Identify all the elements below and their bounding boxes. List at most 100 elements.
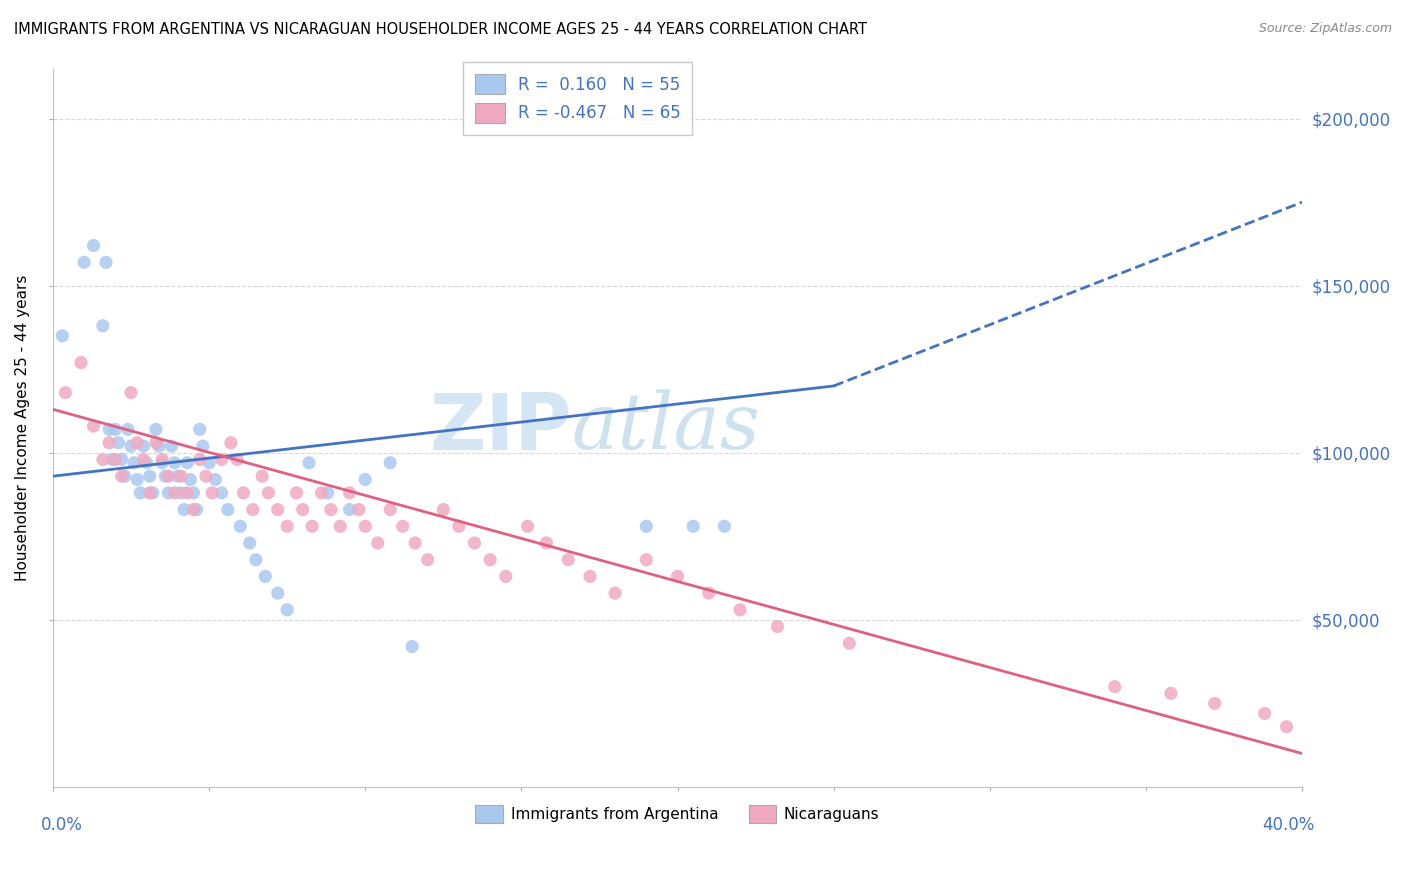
Point bbox=[111, 452, 134, 467]
Point bbox=[155, 469, 177, 483]
Point bbox=[242, 502, 264, 516]
Point bbox=[354, 473, 377, 487]
Point bbox=[142, 486, 165, 500]
Point bbox=[1275, 720, 1298, 734]
Point bbox=[579, 569, 602, 583]
Point bbox=[127, 435, 149, 450]
Point bbox=[188, 422, 211, 436]
Point bbox=[98, 422, 121, 436]
Point bbox=[183, 502, 205, 516]
Point bbox=[186, 502, 208, 516]
Point bbox=[157, 469, 180, 483]
Point bbox=[122, 456, 145, 470]
Point bbox=[495, 569, 517, 583]
Point bbox=[211, 452, 233, 467]
Point bbox=[104, 422, 127, 436]
Point bbox=[239, 536, 262, 550]
Point bbox=[416, 552, 439, 566]
Point bbox=[250, 469, 273, 483]
Text: IMMIGRANTS FROM ARGENTINA VS NICARAGUAN HOUSEHOLDER INCOME AGES 25 - 44 YEARS CO: IMMIGRANTS FROM ARGENTINA VS NICARAGUAN … bbox=[14, 22, 868, 37]
Point bbox=[329, 519, 352, 533]
Point bbox=[166, 469, 188, 483]
Point bbox=[176, 486, 198, 500]
Point bbox=[55, 385, 77, 400]
Point bbox=[138, 469, 160, 483]
Point bbox=[145, 435, 167, 450]
Point bbox=[432, 502, 454, 516]
Point bbox=[163, 486, 186, 500]
Point bbox=[697, 586, 720, 600]
Point bbox=[1253, 706, 1275, 721]
Point bbox=[198, 456, 221, 470]
Point bbox=[254, 569, 277, 583]
Point bbox=[138, 486, 160, 500]
Point bbox=[557, 552, 579, 566]
Point bbox=[226, 452, 249, 467]
Point bbox=[104, 452, 127, 467]
Point bbox=[479, 552, 502, 566]
Text: ZIP: ZIP bbox=[429, 390, 571, 466]
Point bbox=[191, 439, 214, 453]
Point bbox=[316, 486, 339, 500]
Point bbox=[380, 502, 402, 516]
Point bbox=[232, 486, 254, 500]
Point bbox=[179, 473, 201, 487]
Point bbox=[170, 469, 193, 483]
Point bbox=[194, 469, 217, 483]
Point bbox=[291, 502, 314, 516]
Point bbox=[229, 519, 252, 533]
Point bbox=[636, 519, 658, 533]
Point bbox=[170, 486, 193, 500]
Point bbox=[401, 640, 423, 654]
Point bbox=[127, 473, 149, 487]
Point bbox=[276, 603, 298, 617]
Point bbox=[298, 456, 321, 470]
Point bbox=[347, 502, 370, 516]
Point bbox=[516, 519, 538, 533]
Point bbox=[117, 422, 139, 436]
Point bbox=[145, 422, 167, 436]
Point bbox=[603, 586, 626, 600]
Point bbox=[367, 536, 389, 550]
Point bbox=[188, 452, 211, 467]
Point bbox=[713, 519, 735, 533]
Point bbox=[120, 385, 142, 400]
Point bbox=[98, 435, 121, 450]
Point bbox=[157, 486, 180, 500]
Point bbox=[160, 439, 183, 453]
Text: 0.0%: 0.0% bbox=[41, 815, 83, 834]
Point bbox=[51, 328, 73, 343]
Point bbox=[257, 486, 280, 500]
Text: 40.0%: 40.0% bbox=[1263, 815, 1315, 834]
Point bbox=[120, 439, 142, 453]
Point bbox=[404, 536, 426, 550]
Text: atlas: atlas bbox=[571, 390, 761, 466]
Point bbox=[70, 355, 93, 369]
Point bbox=[148, 439, 170, 453]
Point bbox=[766, 619, 789, 633]
Point bbox=[107, 435, 129, 450]
Point bbox=[217, 502, 239, 516]
Text: Source: ZipAtlas.com: Source: ZipAtlas.com bbox=[1258, 22, 1392, 36]
Point bbox=[73, 255, 96, 269]
Point bbox=[447, 519, 470, 533]
Point bbox=[219, 435, 242, 450]
Point bbox=[536, 536, 558, 550]
Point bbox=[132, 452, 155, 467]
Point bbox=[111, 469, 134, 483]
Point bbox=[173, 502, 195, 516]
Legend: Immigrants from Argentina, Nicaraguans: Immigrants from Argentina, Nicaraguans bbox=[470, 798, 886, 830]
Point bbox=[150, 456, 173, 470]
Point bbox=[339, 502, 361, 516]
Point bbox=[339, 486, 361, 500]
Point bbox=[83, 238, 105, 252]
Point bbox=[245, 552, 267, 566]
Point bbox=[464, 536, 486, 550]
Point bbox=[1104, 680, 1126, 694]
Point bbox=[838, 636, 860, 650]
Point bbox=[183, 486, 205, 500]
Point bbox=[380, 456, 402, 470]
Point bbox=[114, 469, 136, 483]
Point bbox=[201, 486, 224, 500]
Point bbox=[129, 486, 152, 500]
